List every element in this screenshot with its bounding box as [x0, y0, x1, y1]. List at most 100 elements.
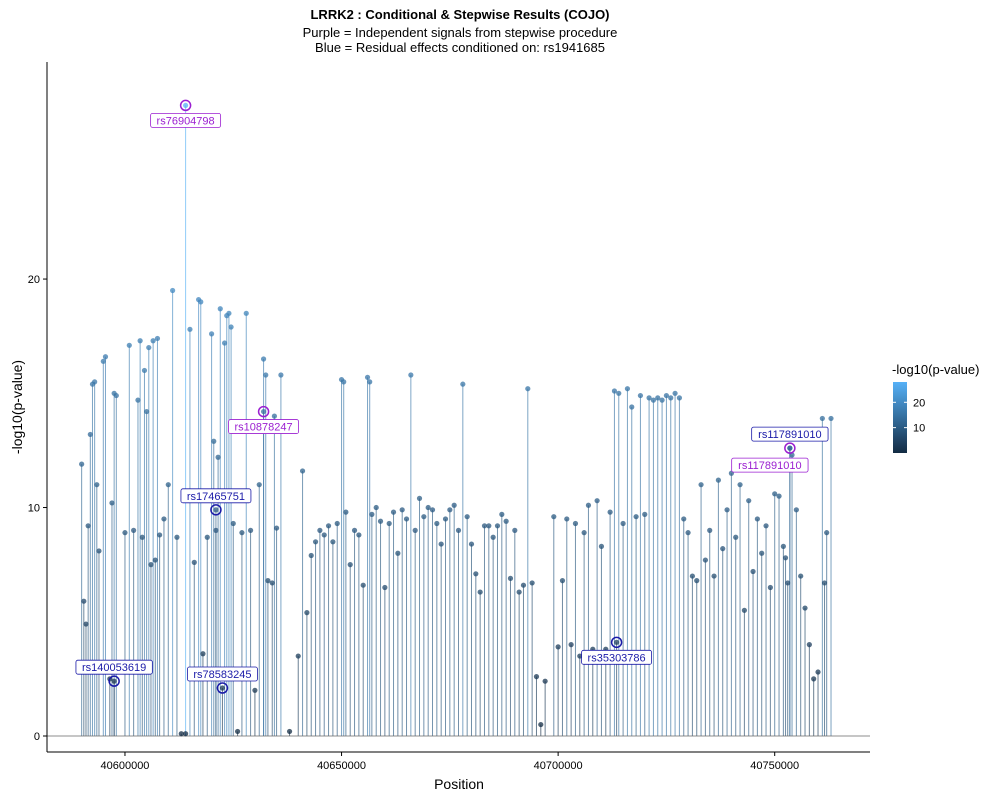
data-point [299, 468, 306, 474]
data-point [148, 562, 154, 568]
data-point [464, 514, 470, 520]
data-point [782, 555, 789, 561]
data-point [529, 580, 535, 586]
x-tick-label: 40600000 [100, 760, 149, 772]
data-point [494, 523, 501, 529]
data-point [685, 530, 691, 536]
data-point [243, 310, 249, 316]
data-point [629, 404, 635, 410]
data-point [312, 539, 319, 545]
data-point [239, 530, 245, 536]
data-point [252, 687, 258, 693]
data-point [481, 523, 488, 529]
data-point [395, 550, 401, 556]
x-tick-label: 40650000 [317, 760, 366, 772]
legend-title: -log10(p-value) [892, 362, 979, 377]
data-point [516, 589, 522, 595]
data-point [377, 518, 384, 524]
data-point [525, 386, 531, 392]
data-point [681, 516, 687, 522]
data-point [659, 397, 665, 403]
data-point [750, 568, 756, 575]
data-point [650, 397, 657, 403]
data-point [542, 678, 548, 684]
data-point [616, 390, 622, 396]
data-point [568, 642, 574, 648]
data-point [763, 523, 769, 529]
data-point [408, 372, 414, 378]
data-point [455, 527, 462, 533]
snp-label: rs117891010 [751, 426, 829, 442]
highlight-ring [210, 504, 222, 516]
data-point [187, 326, 193, 332]
data-point [581, 530, 587, 536]
data-point [438, 541, 444, 547]
data-point [425, 504, 431, 511]
data-point [551, 514, 557, 520]
data-point [367, 379, 373, 385]
data-point [85, 523, 91, 529]
data-point [343, 509, 349, 515]
data-point [460, 381, 466, 387]
y-tick-label: 10 [28, 503, 40, 515]
svg-text:rs117891010: rs117891010 [758, 429, 821, 441]
data-point [131, 527, 137, 533]
data-point [611, 388, 618, 394]
snp-label: rs10878247 [228, 419, 299, 434]
points-layer [79, 102, 834, 737]
data-point [96, 548, 102, 554]
data-point [624, 386, 631, 392]
data-point [369, 511, 375, 517]
data-point [564, 516, 570, 522]
data-point [702, 557, 709, 563]
data-point [694, 578, 700, 584]
data-point [676, 395, 683, 401]
data-point [109, 500, 115, 506]
data-point [473, 571, 479, 577]
data-point [308, 552, 314, 559]
data-point [724, 507, 730, 513]
data-point [211, 438, 217, 444]
data-point [520, 582, 527, 588]
data-point [403, 516, 410, 522]
data-point [334, 520, 340, 527]
data-point [321, 532, 327, 538]
svg-text:rs10878247: rs10878247 [235, 422, 293, 434]
x-tick-label: 40700000 [534, 760, 583, 772]
data-point [655, 395, 661, 401]
snp-label: rs117891010 [731, 457, 809, 473]
data-point [741, 607, 747, 613]
data-point [434, 520, 440, 527]
y-axis-title: -log10(p-value) [9, 360, 25, 454]
svg-text:rs35303786: rs35303786 [588, 652, 646, 664]
highlights-layer [108, 99, 796, 694]
data-point [126, 342, 132, 348]
data-point [200, 651, 206, 657]
data-point [139, 534, 145, 540]
data-point [111, 678, 117, 684]
data-point [499, 511, 505, 517]
data-point [217, 306, 223, 312]
highlight-ring [108, 675, 120, 687]
legend-colorbar [893, 382, 907, 453]
data-point [598, 543, 605, 549]
data-point [273, 525, 280, 531]
data-point [325, 523, 332, 529]
data-point [213, 527, 219, 533]
data-point [490, 534, 496, 540]
data-point [81, 598, 87, 604]
data-point [642, 511, 648, 517]
data-point [278, 372, 284, 378]
x-axis-ticks: 40600000 40650000 40700000 40750000 [100, 752, 799, 772]
legend-tick-label: 20 [913, 397, 925, 409]
labels-layer: rs76904798 rs10878247 rs117891010 rs1178910… [75, 113, 829, 682]
data-point [295, 653, 301, 659]
data-point [170, 287, 176, 294]
snp-label: rs17465751 [180, 488, 252, 504]
data-point [555, 644, 561, 650]
data-point [572, 520, 579, 527]
data-point [802, 605, 808, 611]
chart-subtitle-line-1: Purple = Independent signals from stepwi… [303, 25, 618, 40]
data-point [87, 431, 93, 438]
